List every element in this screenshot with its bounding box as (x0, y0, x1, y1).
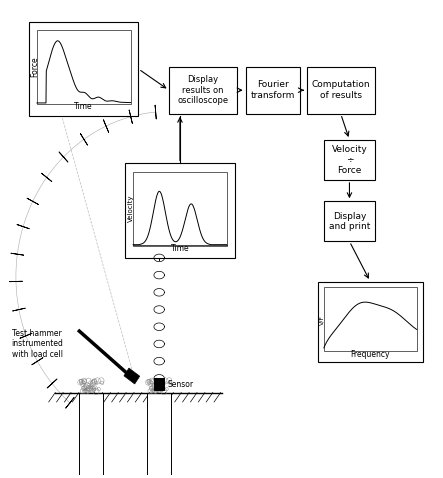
Text: Time: Time (171, 244, 189, 253)
Bar (147, 392, 171, 475)
Polygon shape (124, 368, 140, 384)
Bar (324, 201, 375, 241)
Bar (29, 22, 138, 116)
Bar (79, 392, 103, 475)
Text: Fourier
transform: Fourier transform (251, 80, 295, 100)
Bar (125, 163, 235, 258)
Text: Velocity: Velocity (128, 195, 133, 222)
Text: Velocity
÷
Force: Velocity ÷ Force (331, 145, 367, 175)
Bar (133, 172, 227, 246)
Text: Display
and print: Display and print (329, 212, 370, 231)
Text: Test hammer
instrumented
with load cell: Test hammer instrumented with load cell (12, 329, 63, 358)
Text: Force: Force (30, 56, 39, 77)
Text: Frequency: Frequency (350, 349, 390, 358)
Bar (318, 282, 423, 362)
Bar (324, 140, 375, 180)
Text: Time: Time (74, 102, 93, 111)
Bar (154, 379, 164, 390)
Bar (245, 66, 300, 114)
Text: V/F: V/F (319, 315, 325, 325)
Bar (169, 66, 237, 114)
Bar (307, 66, 375, 114)
Bar (324, 287, 416, 351)
Text: Sensor: Sensor (167, 380, 193, 389)
Text: Display
results on
oscilloscope: Display results on oscilloscope (177, 75, 229, 105)
Bar (37, 30, 131, 104)
Text: Computation
of results: Computation of results (311, 80, 370, 100)
